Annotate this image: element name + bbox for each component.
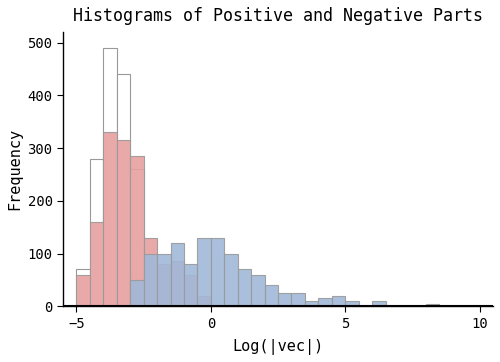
Bar — [76, 275, 90, 306]
Bar — [211, 238, 224, 306]
Bar — [104, 132, 117, 306]
Bar — [198, 238, 211, 306]
X-axis label: Log(|vec|): Log(|vec|) — [232, 339, 324, 355]
Bar — [144, 253, 157, 306]
Bar — [372, 301, 386, 306]
Y-axis label: Frequency: Frequency — [7, 128, 22, 210]
Title: Histograms of Positive and Negative Parts: Histograms of Positive and Negative Part… — [73, 7, 483, 25]
Bar — [76, 269, 90, 306]
Bar — [117, 74, 130, 306]
Bar — [104, 48, 117, 306]
Bar — [184, 264, 198, 306]
Bar — [90, 222, 104, 306]
Bar — [318, 298, 332, 306]
Bar — [292, 293, 305, 306]
Bar — [157, 264, 170, 306]
Bar — [198, 296, 211, 306]
Bar — [224, 253, 237, 306]
Bar — [305, 301, 318, 306]
Bar — [117, 140, 130, 306]
Bar — [144, 238, 157, 306]
Bar — [157, 253, 170, 306]
Bar — [170, 261, 184, 306]
Bar — [345, 301, 358, 306]
Bar — [170, 243, 184, 306]
Bar — [251, 275, 264, 306]
Bar — [238, 269, 251, 306]
Bar — [130, 169, 143, 306]
Bar — [130, 280, 143, 306]
Bar — [130, 156, 143, 306]
Bar — [264, 285, 278, 306]
Bar — [184, 275, 198, 306]
Bar — [332, 296, 345, 306]
Bar — [90, 159, 104, 306]
Bar — [278, 293, 291, 306]
Bar — [426, 304, 440, 306]
